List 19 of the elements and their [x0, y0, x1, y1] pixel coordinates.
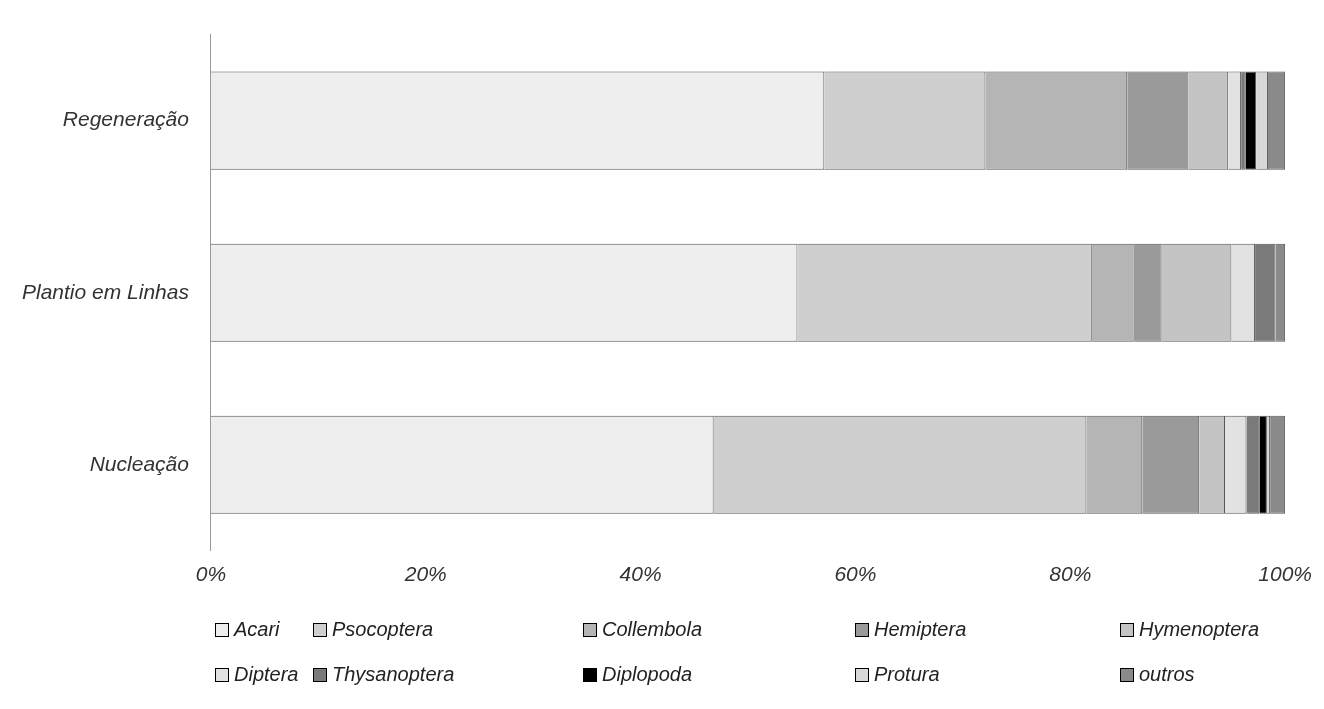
- x-tick-label: 0%: [195, 562, 227, 586]
- legend-label: Acari: [234, 618, 280, 641]
- legend-label: Diplopoda: [602, 663, 693, 686]
- legend-label: Hymenoptera: [1139, 618, 1260, 641]
- legend-label: Thysanoptera: [332, 663, 455, 686]
- x-tick-label: 40%: [619, 562, 662, 586]
- x-tick-label: 20%: [403, 562, 447, 586]
- legend-label: Diptera: [234, 663, 299, 686]
- y-tick-label: Plantio em Linhas: [22, 279, 190, 303]
- x-tick-label: 60%: [834, 562, 877, 586]
- x-tick-label: 100%: [1258, 562, 1312, 586]
- legend-label: outros: [1139, 663, 1195, 686]
- legend-label: Collembola: [602, 618, 703, 641]
- legend-label: Hemiptera: [874, 618, 967, 641]
- x-tick-label: 80%: [1049, 562, 1092, 586]
- legend-label: Psocoptera: [332, 618, 434, 641]
- legend-label: Protura: [874, 663, 940, 686]
- y-tick-label: Nucleação: [89, 451, 190, 475]
- y-tick-label: Regeneração: [62, 107, 190, 131]
